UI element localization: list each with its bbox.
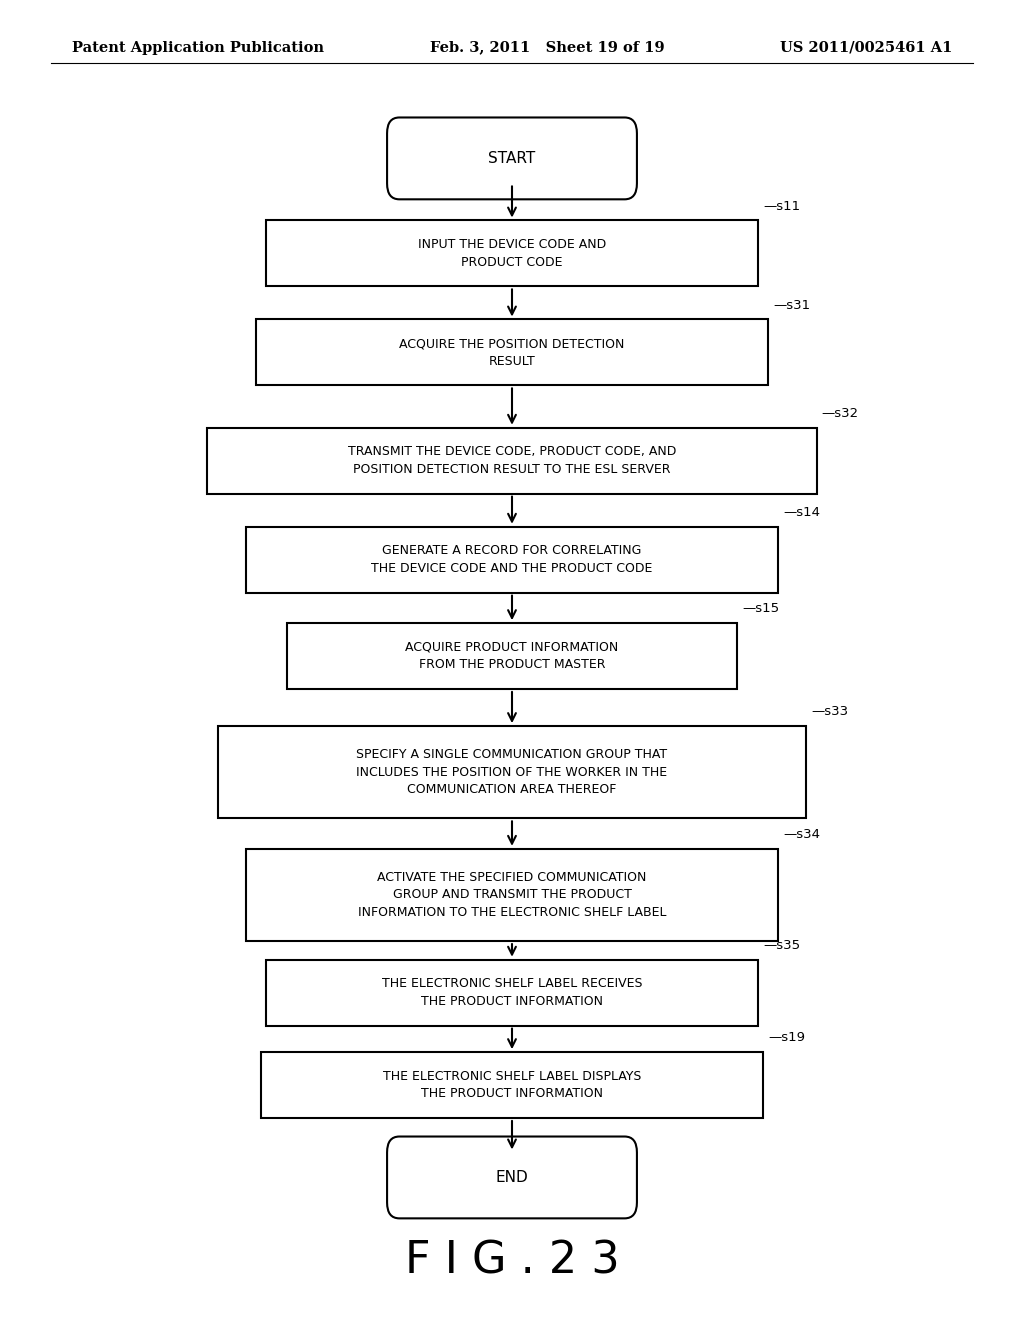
Text: —s19: —s19 xyxy=(768,1031,805,1044)
Text: START: START xyxy=(488,150,536,166)
FancyBboxPatch shape xyxy=(218,726,807,818)
Text: THE ELECTRONIC SHELF LABEL RECEIVES
THE PRODUCT INFORMATION: THE ELECTRONIC SHELF LABEL RECEIVES THE … xyxy=(382,977,642,1008)
Text: ACQUIRE PRODUCT INFORMATION
FROM THE PRODUCT MASTER: ACQUIRE PRODUCT INFORMATION FROM THE PRO… xyxy=(406,640,618,672)
Text: —s15: —s15 xyxy=(742,602,779,615)
Text: ACTIVATE THE SPECIFIED COMMUNICATION
GROUP AND TRANSMIT THE PRODUCT
INFORMATION : ACTIVATE THE SPECIFIED COMMUNICATION GRO… xyxy=(357,871,667,919)
FancyBboxPatch shape xyxy=(387,1137,637,1218)
Text: SPECIFY A SINGLE COMMUNICATION GROUP THAT
INCLUDES THE POSITION OF THE WORKER IN: SPECIFY A SINGLE COMMUNICATION GROUP THA… xyxy=(356,748,668,796)
Text: Feb. 3, 2011   Sheet 19 of 19: Feb. 3, 2011 Sheet 19 of 19 xyxy=(430,41,665,54)
Text: INPUT THE DEVICE CODE AND
PRODUCT CODE: INPUT THE DEVICE CODE AND PRODUCT CODE xyxy=(418,238,606,269)
Text: —s11: —s11 xyxy=(763,199,800,213)
Text: —s32: —s32 xyxy=(821,407,859,420)
FancyBboxPatch shape xyxy=(266,960,758,1026)
FancyBboxPatch shape xyxy=(246,849,778,941)
FancyBboxPatch shape xyxy=(207,428,817,494)
FancyBboxPatch shape xyxy=(387,117,637,199)
FancyBboxPatch shape xyxy=(256,319,768,385)
Text: US 2011/0025461 A1: US 2011/0025461 A1 xyxy=(780,41,952,54)
FancyBboxPatch shape xyxy=(287,623,737,689)
Text: —s33: —s33 xyxy=(811,705,849,718)
Text: THE ELECTRONIC SHELF LABEL DISPLAYS
THE PRODUCT INFORMATION: THE ELECTRONIC SHELF LABEL DISPLAYS THE … xyxy=(383,1069,641,1101)
Text: F I G . 2 3: F I G . 2 3 xyxy=(404,1239,620,1282)
Text: —s14: —s14 xyxy=(783,506,820,519)
FancyBboxPatch shape xyxy=(246,527,778,593)
Text: TRANSMIT THE DEVICE CODE, PRODUCT CODE, AND
POSITION DETECTION RESULT TO THE ESL: TRANSMIT THE DEVICE CODE, PRODUCT CODE, … xyxy=(348,445,676,477)
FancyBboxPatch shape xyxy=(266,220,758,286)
Text: —s35: —s35 xyxy=(763,939,800,952)
Text: END: END xyxy=(496,1170,528,1185)
Text: —s31: —s31 xyxy=(773,298,810,312)
FancyBboxPatch shape xyxy=(261,1052,763,1118)
Text: Patent Application Publication: Patent Application Publication xyxy=(72,41,324,54)
Text: —s34: —s34 xyxy=(783,828,820,841)
Text: GENERATE A RECORD FOR CORRELATING
THE DEVICE CODE AND THE PRODUCT CODE: GENERATE A RECORD FOR CORRELATING THE DE… xyxy=(372,544,652,576)
Text: ACQUIRE THE POSITION DETECTION
RESULT: ACQUIRE THE POSITION DETECTION RESULT xyxy=(399,337,625,368)
